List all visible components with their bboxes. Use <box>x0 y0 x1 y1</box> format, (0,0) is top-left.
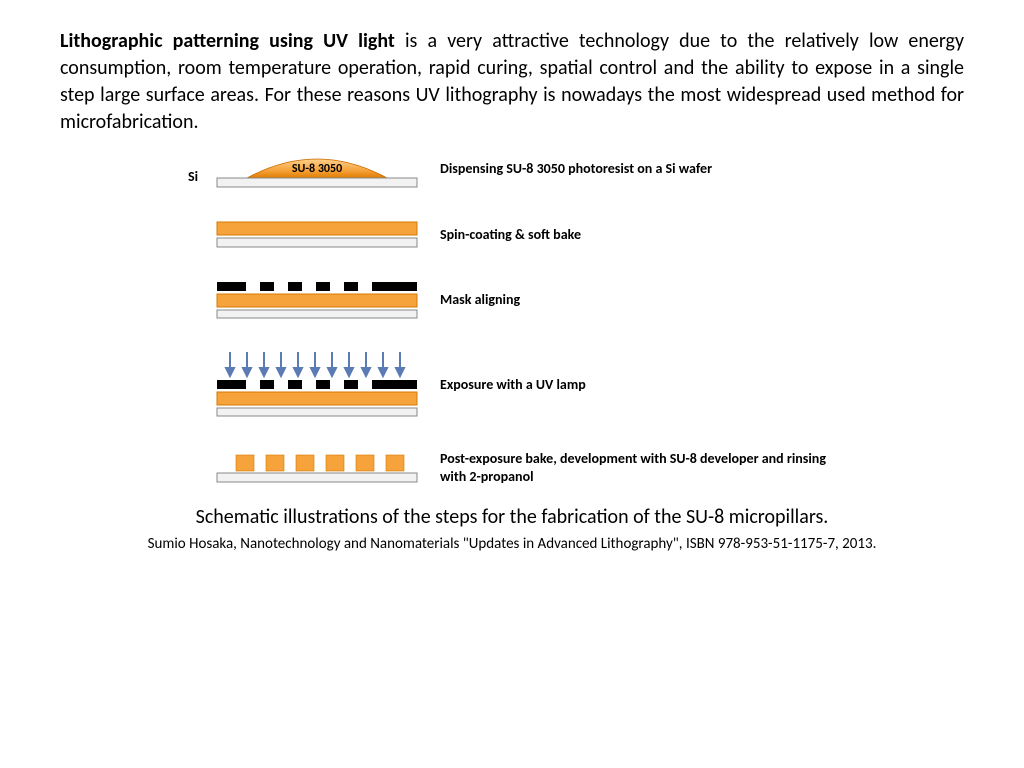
step-label-2: Spin-coating & soft bake <box>440 226 832 244</box>
step-row-1: Si SU-8 3050 Dispensing SU-8 3050 photor… <box>192 148 832 190</box>
si-label: Si <box>188 168 198 185</box>
graphic-4 <box>192 350 422 420</box>
step-row-4: Exposure with a UV lamp <box>192 350 832 420</box>
intro-paragraph: Lithographic patterning using UV light i… <box>60 28 964 136</box>
step-label-5: Post-exposure bake, development with SU-… <box>440 450 832 485</box>
step-row-5: Post-exposure bake, development with SU-… <box>192 450 832 485</box>
step-row-3: Mask aligning <box>192 280 832 320</box>
exposure-diagram-icon <box>212 350 422 420</box>
figure-caption: Schematic illustrations of the steps for… <box>60 505 964 529</box>
citation-text: Sumio Hosaka, Nanotechnology and Nanomat… <box>60 535 964 553</box>
step-row-2: Spin-coating & soft bake <box>192 220 832 250</box>
step-label-3: Mask aligning <box>440 291 832 309</box>
spincoat-diagram-icon <box>212 220 422 250</box>
pillars-diagram-icon <box>212 451 422 485</box>
dispense-diagram-icon: SU-8 3050 <box>212 148 422 190</box>
graphic-5 <box>192 451 422 485</box>
step-label-4: Exposure with a UV lamp <box>440 376 832 394</box>
graphic-3 <box>192 280 422 320</box>
mask-diagram-icon <box>212 280 422 320</box>
graphic-1: Si SU-8 3050 <box>192 148 422 190</box>
intro-bold: Lithographic patterning using UV light <box>60 29 395 53</box>
su8-label-text: SU-8 3050 <box>292 162 342 176</box>
step-label-1: Dispensing SU-8 3050 photoresist on a Si… <box>440 160 832 178</box>
steps-container: Si SU-8 3050 Dispensing SU-8 3050 photor… <box>60 148 964 485</box>
graphic-2 <box>192 220 422 250</box>
